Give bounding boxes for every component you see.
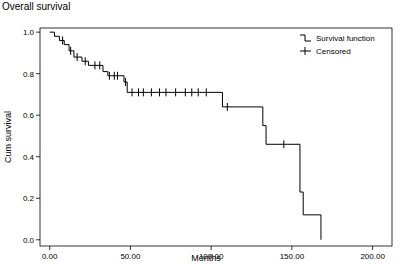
title: Overall survival bbox=[2, 1, 70, 12]
survival-curve bbox=[50, 32, 321, 240]
legend-symbol bbox=[300, 35, 311, 41]
censored-mark bbox=[185, 88, 186, 96]
plot-area bbox=[50, 32, 321, 240]
censored-mark bbox=[165, 88, 166, 96]
y-axis-label: Cum survival bbox=[3, 111, 13, 163]
x-tick-label: 200.00 bbox=[360, 252, 385, 261]
censored-mark bbox=[283, 140, 284, 148]
y-tick-label: 0.8 bbox=[23, 70, 35, 79]
censored-mark bbox=[70, 47, 71, 55]
censored-mark bbox=[114, 72, 115, 80]
x-tick bbox=[211, 246, 212, 250]
censored-mark bbox=[99, 61, 100, 69]
legend-symbol bbox=[300, 51, 311, 52]
x-tick bbox=[49, 246, 50, 250]
censored-mark bbox=[132, 88, 133, 96]
censored-mark bbox=[138, 88, 139, 96]
y-tick bbox=[36, 115, 40, 116]
y-tick bbox=[36, 73, 40, 74]
y-tick bbox=[36, 156, 40, 157]
x-tick-label: 150.00 bbox=[280, 252, 305, 261]
censored-mark bbox=[159, 88, 160, 96]
censored-mark bbox=[85, 57, 86, 65]
legend-label: Censored bbox=[316, 47, 351, 56]
y-tick-label: 0.4 bbox=[23, 153, 35, 162]
y-tick-label: 0.0 bbox=[23, 236, 35, 245]
censored-mark bbox=[206, 88, 207, 96]
censored-mark bbox=[175, 88, 176, 96]
censored-mark bbox=[227, 103, 228, 111]
censored-mark bbox=[125, 78, 126, 86]
x-tick bbox=[291, 246, 292, 250]
censored-mark bbox=[191, 88, 192, 96]
y-tick bbox=[36, 198, 40, 199]
x-tick-label: 50.00 bbox=[120, 252, 141, 261]
censored-mark bbox=[77, 53, 78, 61]
x-axis-label: Months bbox=[191, 253, 221, 263]
censored-mark bbox=[198, 88, 199, 96]
legend-label: Survival function bbox=[316, 34, 375, 43]
censored-mark bbox=[151, 88, 152, 96]
censored-mark bbox=[109, 72, 110, 80]
censored-mark bbox=[143, 88, 144, 96]
censored-mark bbox=[62, 36, 63, 44]
chart: Overall survival0.0050.00100.00150.00200… bbox=[0, 0, 400, 264]
x-tick bbox=[372, 246, 373, 250]
x-tick bbox=[130, 246, 131, 250]
y-tick bbox=[36, 239, 40, 240]
y-tick-label: 0.2 bbox=[23, 194, 35, 203]
y-tick-label: 0.6 bbox=[23, 111, 35, 120]
y-tick bbox=[36, 32, 40, 33]
plot-frame bbox=[40, 28, 392, 246]
censored-mark bbox=[117, 72, 118, 80]
legend: Survival function Censored bbox=[300, 34, 375, 56]
x-tick-label: 0.00 bbox=[42, 252, 58, 261]
censored-mark bbox=[94, 61, 95, 69]
y-tick-label: 1.0 bbox=[23, 28, 35, 37]
